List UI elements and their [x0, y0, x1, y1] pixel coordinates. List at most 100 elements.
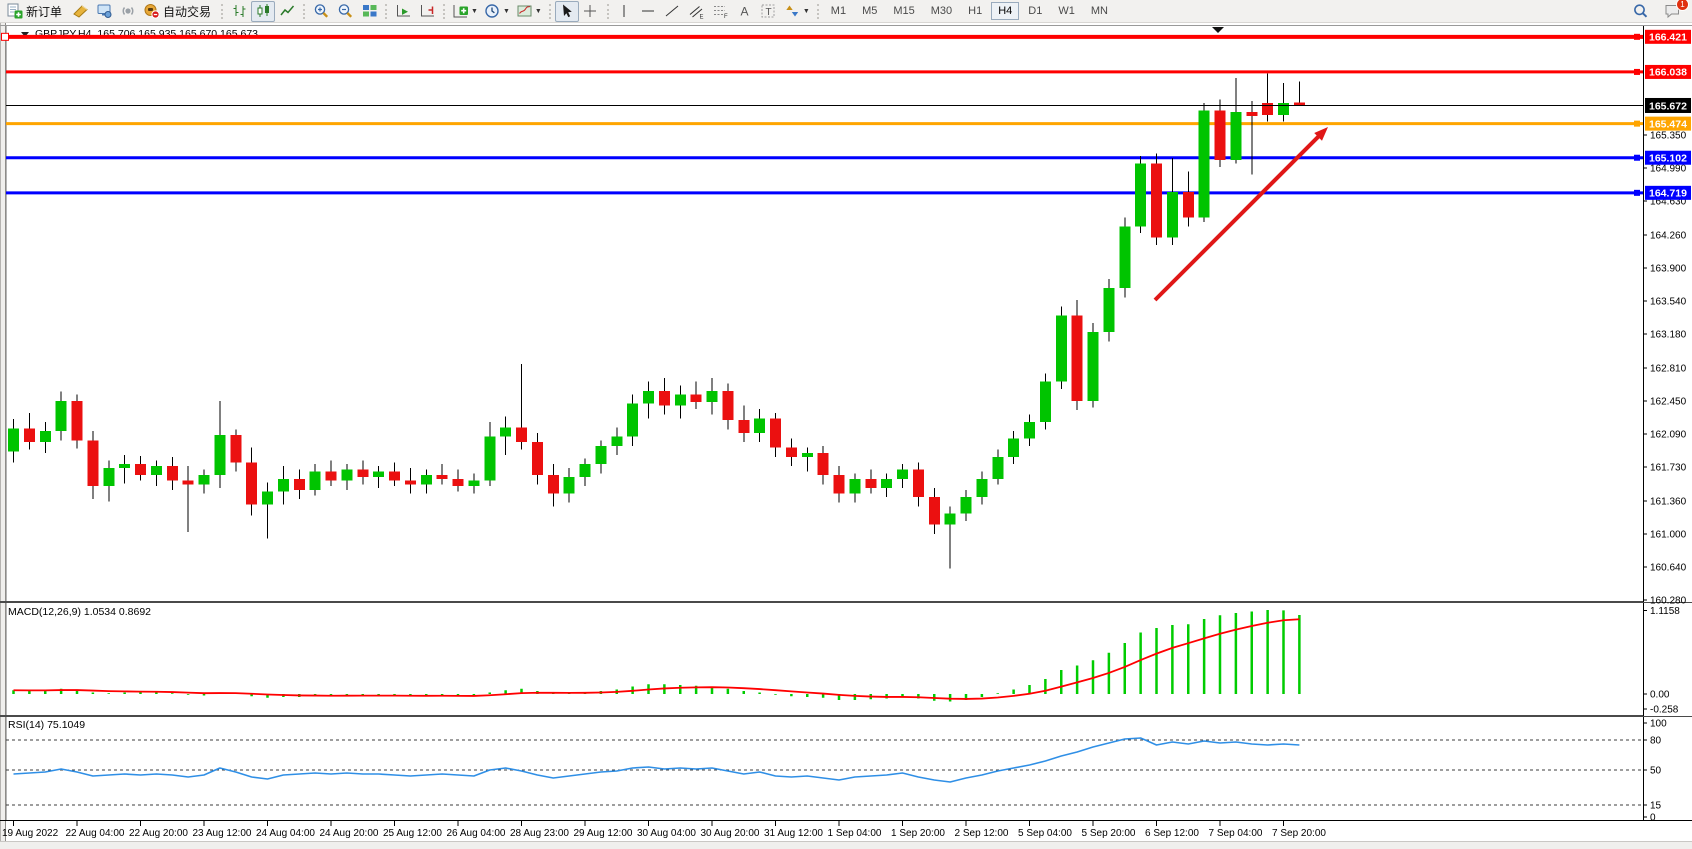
- bar-chart-button[interactable]: [227, 1, 251, 22]
- price-lines[interactable]: [1, 32, 1644, 196]
- line-handle[interactable]: [1634, 189, 1640, 196]
- autotrading-button[interactable]: 自动交易: [140, 1, 217, 22]
- styler-button[interactable]: [68, 1, 92, 22]
- fibonacci-button[interactable]: F: [709, 1, 733, 22]
- price-tick-label: 165.350: [1650, 131, 1687, 142]
- dropdown-arrow-icon[interactable]: ▼: [802, 7, 810, 15]
- bear-candle: [928, 497, 940, 525]
- toolbar: 新订单 自动交易 ▼ ▼ ▼ E F A T ▼ M1 M5 M15 M30 H1 H4 D1 W1 MN 1: [0, 0, 1692, 23]
- line-chart-button[interactable]: [275, 1, 299, 22]
- zoom-in-button[interactable]: [309, 1, 333, 22]
- trend-arrow[interactable]: [1153, 127, 1328, 302]
- indicators-button[interactable]: ▼: [449, 1, 481, 22]
- timeframe-h4[interactable]: H4: [991, 2, 1020, 20]
- line-handle[interactable]: [1, 32, 9, 41]
- line-handle[interactable]: [1634, 154, 1640, 161]
- bull-candle: [341, 469, 353, 481]
- bear-candle: [357, 469, 369, 477]
- label-button[interactable]: T: [757, 1, 781, 22]
- shapes-button[interactable]: ▼: [781, 1, 813, 22]
- bear-candle: [1182, 191, 1194, 218]
- terminal-button[interactable]: [92, 1, 116, 22]
- price-line-badge: [1645, 97, 1691, 113]
- bull-candle: [150, 465, 162, 476]
- timeframe-m15[interactable]: M15: [886, 2, 921, 20]
- news-button[interactable]: [116, 1, 140, 22]
- symbol-dropdown-icon[interactable]: [21, 31, 29, 37]
- search-button[interactable]: [1628, 1, 1652, 22]
- bull-candle: [579, 464, 591, 477]
- dropdown-arrow-icon[interactable]: ▼: [534, 7, 542, 15]
- price-axis[interactable]: 165.350 164.990 164.630 164.260 163.900 163.5…: [1643, 131, 1687, 607]
- time-tick-label: 6 Sep 12:00: [1145, 828, 1199, 839]
- time-tick-label: 19 Aug 2022: [2, 828, 59, 839]
- text-button[interactable]: A: [733, 1, 757, 22]
- price-badge-label: 165.474: [1649, 118, 1687, 130]
- line-handle[interactable]: [1634, 33, 1640, 40]
- bull-candle: [500, 427, 512, 437]
- rsi-tick-label: 15: [1650, 801, 1662, 812]
- timeframe-d1[interactable]: D1: [1021, 2, 1049, 20]
- bull-candle: [976, 478, 988, 498]
- timeframe-w1[interactable]: W1: [1051, 2, 1082, 20]
- cursor-button[interactable]: [554, 0, 579, 22]
- trendline-button[interactable]: [661, 1, 685, 22]
- toolbar-group-separator: [303, 3, 306, 19]
- price-tick-label: 161.730: [1650, 462, 1687, 473]
- macd-tick-label: -0.258: [1650, 705, 1679, 716]
- price-tick-label: 160.280: [1650, 595, 1687, 606]
- crosshair-button[interactable]: [579, 1, 603, 22]
- auto-scroll-button[interactable]: [391, 1, 415, 22]
- timeframe-m5[interactable]: M5: [855, 2, 884, 20]
- tile-windows-button[interactable]: [357, 1, 381, 22]
- templates-button[interactable]: ▼: [513, 1, 545, 22]
- time-axis[interactable]: 19 Aug 2022 22 Aug 04:00 22 Aug 20:00 23 Au…: [2, 821, 1326, 839]
- bear-candle: [71, 400, 83, 441]
- svg-text:F: F: [724, 14, 728, 19]
- bull-candle: [960, 497, 972, 514]
- svg-text:A: A: [741, 5, 749, 19]
- dropdown-arrow-icon[interactable]: ▼: [471, 7, 478, 15]
- bull-candle: [198, 475, 210, 485]
- time-tick-label: 5 Sep 04:00: [1018, 828, 1072, 839]
- new-order-button-label: 新订单: [26, 4, 63, 19]
- macd-axis[interactable]: 1.1158 0.00 -0.258: [1643, 606, 1680, 716]
- price-tick-label: 164.990: [1650, 164, 1687, 175]
- bull-candle: [484, 436, 496, 481]
- channel-button[interactable]: E: [685, 1, 709, 22]
- timeframe-h1[interactable]: H1: [961, 2, 989, 20]
- bull-candle: [1103, 288, 1115, 333]
- timeframe-m1[interactable]: M1: [824, 2, 853, 20]
- vertical-line-button[interactable]: [613, 1, 637, 22]
- candlestick-button[interactable]: [251, 0, 276, 22]
- timeframe-m30[interactable]: M30: [924, 2, 959, 20]
- line-handle[interactable]: [1634, 120, 1640, 127]
- bull-candle: [8, 428, 19, 452]
- timeframe-mn[interactable]: MN: [1084, 2, 1115, 20]
- line-handle[interactable]: [1634, 68, 1640, 75]
- rsi-levels: [6, 739, 1643, 806]
- rsi-axis[interactable]: 100 80 50 150: [1643, 719, 1667, 824]
- markers[interactable]: [1212, 27, 1224, 33]
- dropdown-arrow-icon[interactable]: ▼: [502, 7, 510, 15]
- bull-candle: [849, 478, 861, 494]
- toolbar-group-separator: [816, 3, 819, 19]
- periods-button[interactable]: ▼: [481, 1, 513, 22]
- bear-candle: [452, 478, 464, 487]
- time-tick-label: 24 Aug 04:00: [256, 828, 315, 839]
- bull-candle: [420, 475, 432, 485]
- zoom-out-button[interactable]: [333, 1, 357, 22]
- bull-candle: [309, 471, 321, 490]
- bull-candle: [103, 467, 115, 487]
- bull-candle: [881, 478, 893, 488]
- bull-candle: [674, 394, 686, 406]
- bull-candle: [627, 403, 639, 437]
- new-order-button[interactable]: 新订单: [3, 1, 68, 22]
- chart-shift-button[interactable]: [415, 1, 439, 22]
- rsi-pane: [13, 737, 1300, 783]
- horizontal-line-button[interactable]: [637, 1, 661, 22]
- price-tick-label: 164.630: [1650, 197, 1687, 208]
- bull-candle: [1135, 163, 1147, 227]
- notifications-button[interactable]: 1: [1660, 0, 1689, 22]
